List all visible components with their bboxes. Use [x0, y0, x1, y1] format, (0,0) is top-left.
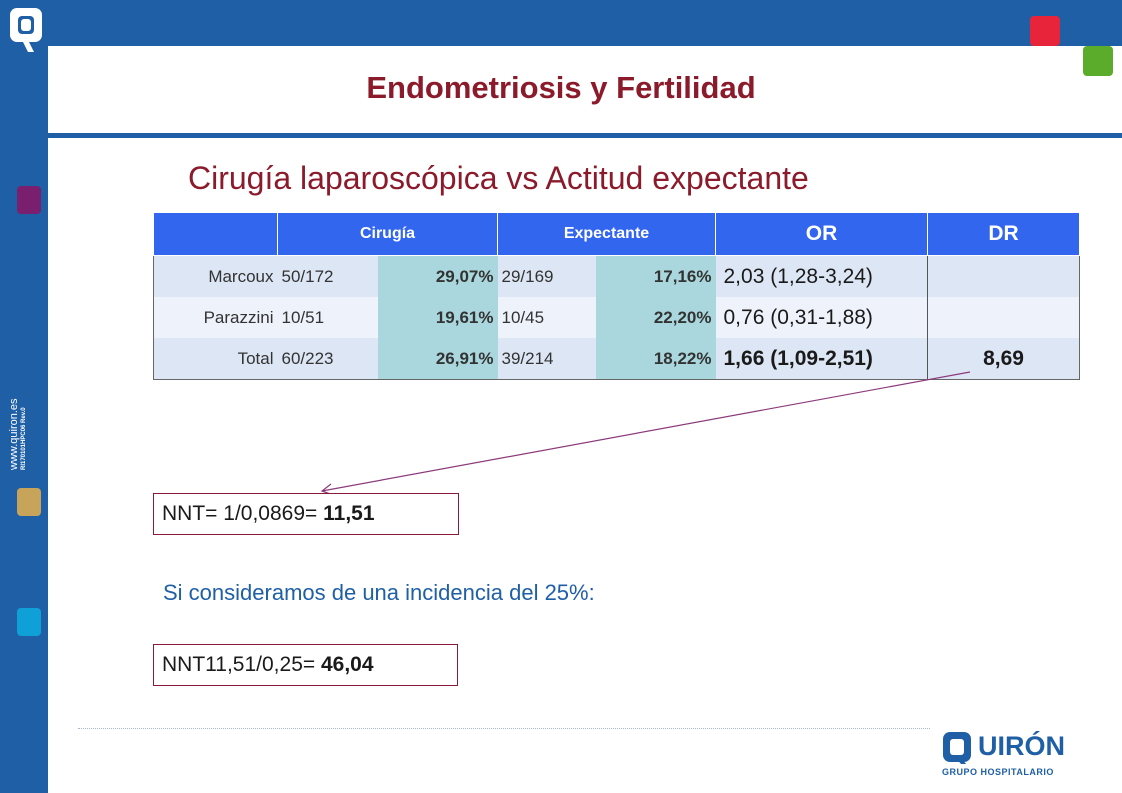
- header-expectante: Expectante: [497, 212, 716, 256]
- table-row: Parazzini 10/51 19,61% 10/45 22,20% 0,76…: [153, 297, 1080, 338]
- cirugia-percent: 19,61%: [377, 297, 498, 338]
- brand-name: UIRÓN: [978, 731, 1065, 761]
- cirugia-fraction: 10/51: [277, 297, 378, 338]
- nnt-adjusted-box: NNT11,51/0,25= 46,04: [153, 644, 458, 686]
- cirugia-fraction: 60/223: [277, 338, 378, 380]
- page-title: Endometriosis y Fertilidad: [366, 70, 756, 105]
- cirugia-fraction: 50/172: [277, 255, 378, 297]
- red-square-decoration: [1030, 16, 1060, 46]
- slide-subtitle: Cirugía laparoscópica vs Actitud expecta…: [188, 160, 809, 196]
- gold-square-decoration: [17, 488, 41, 516]
- odds-ratio: 1,66 (1,09-2,51): [715, 338, 928, 380]
- nnt-label: NNT: [162, 653, 206, 676]
- expectante-fraction: 39/214: [497, 338, 596, 380]
- header-dr: DR: [927, 212, 1080, 256]
- quiron-q-icon: [943, 732, 971, 764]
- left-sidebar-band: [0, 0, 48, 793]
- study-name: Parazzini: [153, 297, 278, 338]
- quiron-q-logo-icon: [10, 8, 42, 52]
- incidence-note: Si consideramos de una incidencia del 25…: [163, 580, 595, 605]
- nnt-label: NNT=: [162, 502, 218, 525]
- nnt-formula: 11,51/0,25=: [205, 653, 316, 676]
- cirugia-percent: 29,07%: [377, 255, 498, 297]
- study-name: Marcoux: [153, 255, 278, 297]
- dr-value: [927, 297, 1080, 338]
- dr-value: [927, 255, 1080, 297]
- expectante-fraction: 29/169: [497, 255, 596, 297]
- table-row-total: Total 60/223 26,91% 39/214 18,22% 1,66 (…: [153, 338, 1080, 380]
- expectante-percent: 22,20%: [595, 297, 716, 338]
- cirugia-percent: 26,91%: [377, 338, 498, 380]
- footer-divider: [78, 728, 930, 729]
- nnt-formula: 1/0,0869=: [223, 502, 318, 525]
- green-square-decoration: [1083, 46, 1113, 76]
- expectante-percent: 17,16%: [595, 255, 716, 297]
- table-header-row: Cirugía Expectante OR DR: [153, 212, 1080, 256]
- nnt-value: 11,51: [323, 502, 375, 525]
- title-underline: [48, 133, 1122, 138]
- brand-logo: UIRÓN GRUPO HOSPITALARIO: [940, 729, 1070, 781]
- results-table: Cirugía Expectante OR DR Marcoux 50/172 …: [153, 212, 1080, 380]
- side-url-text: www.quiron.es RI170101HPC06 Rev.0: [8, 398, 28, 470]
- nnt-result-box: NNT= 1/0,0869= 11,51: [153, 493, 459, 535]
- dr-value: 8,69: [927, 338, 1080, 380]
- side-code: RI170101HPC06 Rev.0: [21, 407, 27, 470]
- expectante-percent: 18,22%: [595, 338, 716, 380]
- purple-square-decoration: [17, 186, 41, 214]
- side-url: www.quiron.es: [8, 398, 20, 470]
- brand-tagline: GRUPO HOSPITALARIO: [942, 767, 1054, 777]
- odds-ratio: 0,76 (0,31-1,88): [715, 297, 928, 338]
- table-row: Marcoux 50/172 29,07% 29/169 17,16% 2,03…: [153, 255, 1080, 297]
- study-name: Total: [153, 338, 278, 380]
- header-empty: [153, 212, 278, 256]
- header-or: OR: [715, 212, 928, 256]
- top-header-band: [48, 0, 1122, 46]
- cyan-square-decoration: [17, 608, 41, 636]
- header-cirugia: Cirugía: [277, 212, 498, 256]
- nnt-value: 46,04: [320, 653, 374, 676]
- odds-ratio: 2,03 (1,28-3,24): [715, 255, 928, 297]
- expectante-fraction: 10/45: [497, 297, 596, 338]
